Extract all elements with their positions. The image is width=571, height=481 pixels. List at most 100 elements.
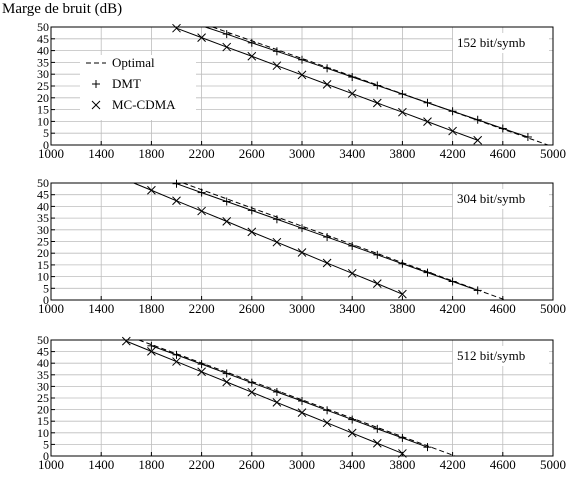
series-line-segment (251, 55, 278, 67)
series-line-segment (301, 227, 328, 238)
data-point (398, 433, 407, 442)
data-point (348, 241, 357, 250)
x-tick-label: 2200 (189, 301, 215, 316)
y-tick-label: 25 (37, 79, 49, 93)
x-tick-label: 3800 (389, 457, 415, 472)
series-line-segment (205, 26, 227, 35)
series-line-segment (301, 400, 328, 411)
x-tick-label: 2600 (239, 457, 265, 472)
series-line-segment (201, 363, 227, 374)
data-point (222, 42, 232, 52)
data-point (372, 438, 382, 448)
data-point (272, 387, 281, 396)
data-point (347, 268, 357, 278)
y-tick-label: 15 (37, 103, 49, 117)
x-tick-label: 2200 (189, 457, 215, 472)
data-point (348, 73, 357, 82)
data-point (398, 449, 407, 458)
series-line-segment (176, 354, 202, 365)
series-line-segment (151, 350, 177, 363)
x-tick-label: 3000 (289, 301, 315, 316)
x-tick-label: 3000 (289, 146, 315, 161)
y-tick-label: 5 (43, 126, 49, 140)
data-point (272, 398, 282, 407)
x-tick-label: 3000 (289, 457, 315, 472)
data-point (172, 196, 181, 206)
series-line-segment (326, 409, 353, 421)
series-line-segment (352, 76, 378, 87)
x-tick-label: 5000 (540, 457, 566, 472)
series-line-segment (326, 67, 353, 78)
series-line-segment (133, 182, 152, 191)
x-tick-label: 5000 (540, 146, 566, 161)
data-point (197, 360, 206, 369)
legend-label: MC-CDMA (112, 97, 176, 112)
x-tick-label: 1800 (138, 457, 164, 472)
series-dmt (147, 341, 432, 452)
series-line-segment (276, 241, 303, 253)
data-point (147, 341, 156, 350)
series-line-segment (251, 42, 278, 52)
legend: Optimal DMT MC-CDMA (80, 55, 196, 120)
series-line-segment (452, 110, 478, 121)
x-tick-label: 3800 (389, 146, 415, 161)
data-point (398, 289, 407, 299)
series-line-segment (176, 361, 202, 373)
data-point (448, 107, 457, 116)
series-line-segment (251, 231, 278, 243)
chart-panel-3: 1000 1400 1800 2200 2600 3000 3400 3800 4200 4600… (37, 333, 566, 472)
data-point (347, 89, 357, 98)
data-point (423, 443, 432, 452)
series-optimal (182, 182, 506, 301)
series-line-segment (176, 200, 202, 212)
series-line-segment (151, 189, 177, 202)
x-tick-label: 1400 (88, 457, 114, 472)
data-point (423, 98, 432, 107)
data-point (197, 367, 206, 377)
x-tick-label: 1000 (38, 146, 64, 161)
x-tick-label: 4600 (490, 457, 516, 472)
series-dmt (172, 179, 482, 295)
chart-panel-1: 1000 1400 1800 2200 2600 3000 3400 3800 4200 4600… (37, 20, 566, 161)
series-line-segment (226, 201, 252, 211)
series-mc-cdma (121, 336, 407, 458)
data-point (322, 418, 332, 428)
series-line-segment (352, 432, 378, 444)
data-point (247, 38, 256, 47)
data-point (272, 47, 281, 56)
data-point (298, 224, 306, 233)
x-tick-label: 2600 (239, 301, 265, 316)
y-tick-label: 50 (37, 20, 49, 34)
series-line-segment (377, 254, 403, 265)
y-tick-label: 15 (37, 258, 49, 272)
x-tick-label: 2200 (189, 146, 215, 161)
data-point (372, 98, 382, 108)
legend-background (80, 55, 196, 120)
series-line-segment (352, 245, 378, 256)
data-point (298, 397, 306, 406)
series-line-segment (377, 85, 403, 95)
y-tick-label: 20 (37, 246, 49, 260)
data-point (247, 227, 257, 237)
y-tick-label: 20 (37, 91, 49, 105)
y-tick-label: 50 (37, 176, 49, 190)
series-line-segment (326, 236, 353, 247)
series-line-segment (251, 391, 278, 403)
y-tick-label: 10 (37, 270, 49, 284)
data-point (247, 387, 257, 397)
series-line-segment (326, 422, 353, 434)
data-point (272, 215, 281, 224)
legend-item: Optimal (86, 55, 155, 70)
x-tick-label: 3800 (389, 301, 415, 316)
y-tick-label: 10 (37, 114, 49, 128)
y-tick-label: 40 (37, 199, 49, 213)
data-point (298, 55, 306, 64)
y-tick-label: 35 (37, 211, 49, 225)
series-line-segment (352, 272, 378, 285)
series-line-segment (477, 119, 503, 129)
series-line-segment (301, 252, 328, 264)
data-point (172, 350, 181, 359)
x-tick-label: 3400 (339, 457, 365, 472)
data-point (247, 51, 257, 61)
y-tick-label: 0 (43, 138, 49, 152)
